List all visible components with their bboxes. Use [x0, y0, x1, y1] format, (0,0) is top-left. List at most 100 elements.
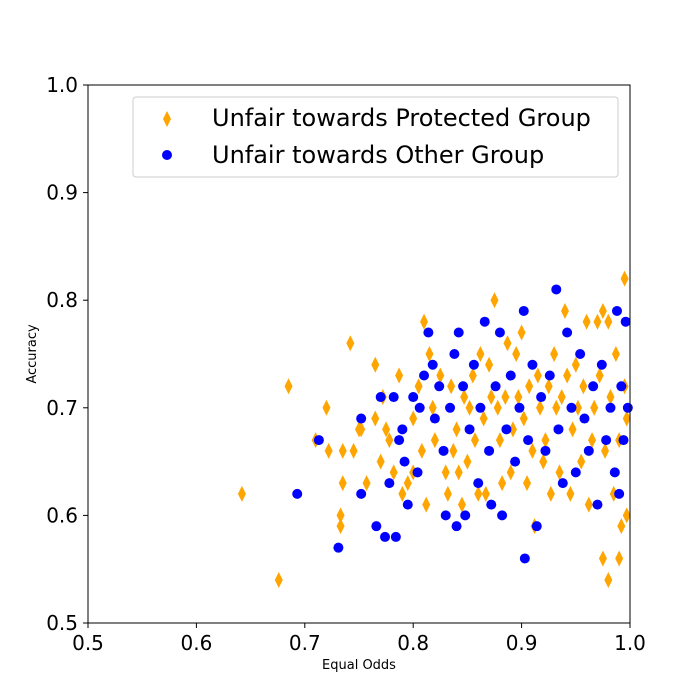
data-point-other-group	[592, 499, 603, 510]
data-point-protected-group	[611, 346, 620, 362]
x-axis-label: Equal Odds	[322, 658, 396, 673]
data-point-protected-group	[588, 432, 597, 449]
data-point-protected-group	[541, 432, 550, 449]
data-point-protected-group	[582, 313, 591, 330]
data-point-protected-group	[479, 410, 488, 427]
data-point-other-group	[356, 488, 367, 499]
data-point-protected-group	[428, 399, 437, 416]
data-point-other-group	[423, 327, 434, 338]
data-point-protected-group	[620, 270, 629, 287]
data-point-protected-group	[454, 464, 463, 481]
data-point-protected-group	[485, 356, 494, 373]
data-point-other-group	[484, 445, 495, 456]
data-point-other-group	[356, 413, 367, 424]
plot-frame	[87, 84, 631, 624]
x-tick-label: 0.9	[506, 631, 538, 655]
data-point-protected-group	[422, 496, 431, 513]
y-tick-label: 0.5	[46, 611, 78, 635]
data-point-other-group	[427, 359, 438, 370]
data-point-other-group	[394, 435, 405, 446]
data-point-other-group	[468, 359, 479, 370]
data-point-other-group	[544, 370, 555, 381]
data-point-protected-group	[409, 410, 418, 427]
data-point-protected-group	[560, 302, 569, 319]
data-point-protected-group	[609, 485, 618, 502]
data-point-other-group	[497, 510, 508, 521]
data-point-other-group	[611, 305, 622, 316]
x-tick-label: 1.0	[614, 631, 646, 655]
y-axis-label: Accuracy	[25, 324, 40, 384]
data-point-protected-group	[584, 496, 593, 513]
data-point-other-group	[618, 435, 629, 446]
data-point-protected-group	[465, 399, 474, 416]
legend-label-other: Unfair towards Other Group	[212, 141, 544, 169]
data-point-protected-group	[452, 421, 461, 438]
legend-box	[132, 96, 619, 178]
data-point-protected-group	[539, 453, 548, 470]
data-point-other-group	[531, 521, 542, 532]
data-point-protected-group	[557, 389, 566, 406]
y-tick-label: 0.7	[46, 396, 78, 420]
data-point-protected-group	[371, 410, 380, 427]
data-point-other-group	[479, 316, 490, 327]
data-point-other-group	[583, 445, 594, 456]
data-point-protected-group	[550, 346, 559, 362]
data-point-protected-group	[536, 399, 545, 416]
data-point-protected-group	[449, 442, 458, 459]
data-point-protected-group	[606, 389, 615, 406]
data-point-protected-group	[425, 346, 434, 362]
data-point-protected-group	[573, 399, 582, 416]
data-point-protected-group	[371, 356, 380, 373]
data-point-protected-group	[460, 389, 469, 406]
data-point-protected-group	[604, 313, 613, 330]
data-point-protected-group	[593, 313, 602, 330]
data-point-protected-group	[346, 335, 355, 352]
data-point-protected-group	[525, 378, 534, 395]
data-point-protected-group	[274, 571, 283, 588]
data-point-other-group	[445, 402, 456, 413]
data-point-other-group	[440, 510, 451, 521]
data-point-protected-group	[436, 367, 445, 384]
data-point-protected-group	[604, 571, 613, 588]
data-point-protected-group	[441, 464, 450, 481]
data-point-protected-group	[546, 485, 555, 502]
data-point-protected-group	[501, 389, 510, 406]
data-point-protected-group	[398, 485, 407, 502]
data-point-protected-group	[622, 410, 631, 427]
data-point-other-group	[375, 392, 386, 403]
data-point-other-group	[490, 381, 501, 392]
data-point-other-group	[620, 316, 631, 327]
data-point-other-group	[551, 284, 562, 295]
data-point-other-group	[553, 424, 564, 435]
data-point-other-group	[313, 435, 324, 446]
data-point-other-group	[390, 531, 401, 542]
data-point-other-group	[596, 359, 607, 370]
data-point-protected-group	[598, 550, 607, 567]
y-axis-ticks: 0.5 0.6 0.7 0.8 0.9 1.0	[46, 73, 88, 635]
data-point-protected-group	[362, 475, 371, 492]
data-point-other-group	[458, 381, 469, 392]
data-point-other-group	[408, 392, 419, 403]
data-point-other-group	[523, 435, 534, 446]
data-point-other-group	[292, 488, 303, 499]
x-tick-label: 0.5	[72, 631, 104, 655]
legend-marker-protected	[163, 111, 171, 127]
data-point-protected-group	[382, 421, 391, 438]
data-point-other-group	[438, 445, 449, 456]
data-point-other-group	[518, 305, 529, 316]
data-point-protected-group	[544, 378, 553, 395]
data-point-other-group	[464, 424, 475, 435]
data-point-protected-group	[495, 432, 504, 449]
data-point-protected-group	[498, 475, 507, 492]
data-point-other-group	[399, 456, 410, 467]
data-point-protected-group	[493, 399, 502, 416]
data-point-protected-group	[420, 313, 429, 330]
data-point-protected-group	[568, 421, 577, 438]
data-point-protected-group	[322, 399, 331, 416]
data-point-protected-group	[476, 346, 485, 362]
data-point-other-group	[601, 435, 612, 446]
data-point-protected-group	[617, 518, 626, 535]
data-point-other-group	[384, 478, 395, 489]
data-point-other-group	[397, 424, 408, 435]
data-point-protected-group	[237, 485, 246, 502]
